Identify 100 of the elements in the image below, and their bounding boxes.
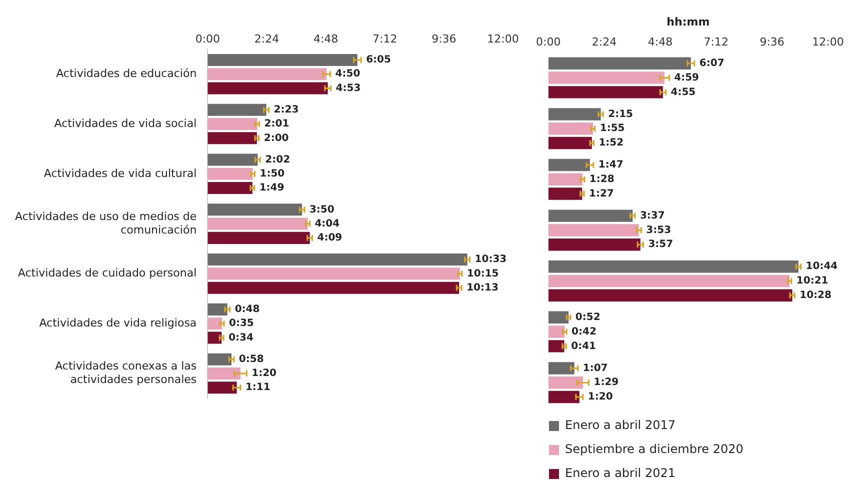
data-label: 4:09	[317, 232, 342, 244]
x-tick-label: 2:24	[592, 36, 617, 49]
y-tick-label: Actividades de educación	[56, 67, 197, 80]
legend-label: Septiembre a diciembre 2020	[565, 442, 744, 456]
bar	[208, 204, 302, 216]
y-tick-label: Actividades de cuidado personal	[18, 266, 197, 280]
bar	[208, 132, 257, 144]
bar	[208, 54, 358, 66]
data-label: 3:53	[646, 224, 672, 236]
data-label: 1:52	[598, 138, 624, 149]
bar	[208, 82, 328, 94]
y-tick-label: Actividades de vida social	[54, 116, 197, 130]
data-label: 1:49	[259, 182, 284, 194]
x-tick-label: 12:00	[812, 36, 844, 49]
data-label: 0:42	[572, 326, 596, 338]
bar	[208, 268, 460, 280]
data-label: 0:35	[228, 318, 254, 330]
data-label: 0:58	[238, 354, 264, 365]
x-tick-label: 2:24	[254, 32, 280, 46]
x-tick-label: 4:48	[648, 36, 673, 49]
bar	[548, 224, 639, 236]
data-label: 10:15	[466, 268, 499, 280]
bar	[548, 260, 798, 273]
data-label: 0:52	[575, 312, 600, 323]
bar	[208, 154, 258, 166]
data-label: 1:55	[600, 123, 625, 134]
bar	[548, 326, 565, 338]
bar	[548, 86, 663, 98]
data-label: 4:50	[335, 68, 360, 80]
data-label: 1:27	[589, 188, 614, 200]
bar	[208, 182, 252, 194]
bar	[548, 390, 580, 404]
bar	[208, 353, 232, 366]
x-tick-label: 7:12	[372, 32, 398, 46]
data-label: 10:44	[806, 261, 838, 272]
bar	[548, 173, 583, 186]
y-tick-label: Actividades de vida cultural	[44, 166, 197, 180]
bar	[208, 254, 468, 266]
bar	[208, 367, 240, 380]
bar	[208, 218, 308, 230]
bar	[548, 122, 594, 135]
x-tick-label: 7:12	[704, 36, 728, 49]
x-tick-label: 4:48	[313, 32, 338, 46]
y-tick-label: Actividades conexas a las actividades personales	[55, 360, 197, 386]
bar	[208, 318, 222, 330]
bar	[208, 282, 460, 294]
bar	[548, 210, 633, 222]
data-label: 6:05	[366, 54, 391, 66]
data-label: 3:50	[309, 204, 334, 216]
x-tick-label: 0:00	[536, 36, 561, 49]
bar	[208, 68, 327, 80]
bar	[208, 303, 228, 316]
data-label: 1:11	[245, 382, 270, 394]
data-label: 1:28	[589, 174, 614, 185]
data-label: 10:21	[796, 276, 828, 287]
bar	[548, 188, 582, 200]
bar	[548, 340, 564, 352]
x-axis-title: hh:mm	[666, 15, 710, 28]
data-label: 1:20	[252, 368, 277, 380]
bar	[548, 274, 790, 288]
legend-label: Enero a abril 2017	[565, 418, 676, 432]
data-label: 0:48	[234, 304, 260, 316]
bar	[548, 311, 569, 324]
x-tick-label: 0:00	[195, 32, 220, 46]
bar	[548, 376, 583, 389]
data-label: 1:47	[598, 160, 624, 171]
bar	[548, 158, 590, 172]
data-label: 2:01	[264, 118, 290, 130]
data-label: 10:28	[800, 290, 832, 301]
data-label: 4:55	[670, 86, 696, 98]
data-label: 2:02	[265, 154, 290, 166]
data-label: 3:37	[640, 210, 665, 222]
data-label: 2:15	[608, 108, 634, 120]
bar	[548, 289, 792, 302]
bar	[548, 362, 574, 374]
data-label: 2:23	[274, 104, 299, 116]
data-label: 10:13	[466, 282, 498, 294]
bar	[208, 232, 310, 244]
data-label: 1:50	[260, 168, 285, 180]
x-tick-label: 12:00	[487, 32, 519, 46]
x-tick-label: 9:36	[760, 36, 784, 49]
legend-label: Enero a abril 2021	[565, 466, 676, 480]
data-label: 2:00	[264, 132, 289, 144]
y-tick-label: Actividades de vida religiosa	[39, 316, 197, 330]
bar	[548, 136, 592, 150]
data-label: 4:53	[336, 82, 361, 94]
bar	[208, 332, 222, 344]
bar	[208, 168, 253, 180]
data-label: 4:59	[674, 72, 700, 84]
bar	[208, 118, 258, 130]
data-label: 4:04	[314, 218, 340, 230]
data-label: 0:34	[228, 332, 254, 344]
data-label: 1:29	[594, 377, 619, 388]
bar	[548, 72, 664, 84]
bar	[548, 108, 601, 120]
bar	[548, 57, 691, 70]
data-label: 1:07	[582, 362, 608, 374]
y-tick-label: Actividades de uso de medios de comunicación	[14, 210, 197, 236]
data-label: 0:41	[571, 340, 596, 352]
bar	[548, 238, 640, 251]
